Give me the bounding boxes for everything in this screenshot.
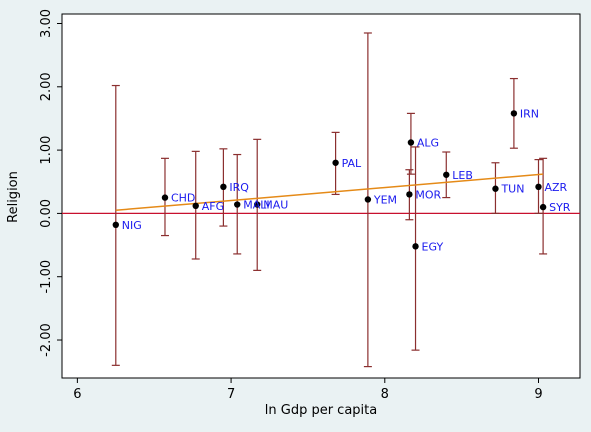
data-point bbox=[220, 183, 227, 191]
data-point bbox=[192, 202, 199, 210]
data-point bbox=[539, 203, 547, 211]
point-label: IRQ bbox=[229, 181, 249, 194]
point-label: LEB bbox=[452, 169, 473, 182]
point-label: MAU bbox=[263, 199, 288, 212]
point-label: TUN bbox=[500, 183, 524, 196]
x-axis-title: ln Gdp per capita bbox=[265, 403, 377, 418]
data-point bbox=[254, 201, 261, 208]
y-tick-label: -1.00 bbox=[39, 260, 54, 294]
data-point bbox=[234, 201, 241, 208]
point-label: AFG bbox=[202, 200, 224, 213]
point-label: SYR bbox=[549, 201, 571, 214]
x-tick-label: 9 bbox=[534, 387, 542, 402]
data-point bbox=[112, 221, 119, 229]
data-points bbox=[112, 110, 547, 250]
data-point bbox=[161, 194, 169, 201]
y-tick-label: 0.00 bbox=[39, 199, 54, 228]
point-label: NIG bbox=[122, 219, 142, 232]
point-label: EGY bbox=[422, 240, 444, 253]
y-tick-label: 1.00 bbox=[39, 136, 54, 165]
data-point bbox=[412, 243, 419, 250]
point-label: MALI bbox=[243, 199, 269, 212]
point-label: CHD bbox=[171, 192, 195, 205]
plot-area bbox=[61, 13, 581, 379]
point-label: MOR bbox=[415, 188, 441, 201]
y-axis: -2.00 -1.00 0.00 1.00 2.00 3.00 bbox=[39, 9, 62, 357]
data-point bbox=[535, 183, 542, 191]
data-point bbox=[407, 139, 415, 146]
point-label: IRN bbox=[520, 107, 539, 120]
x-tick-label: 8 bbox=[381, 387, 389, 402]
point-label: YEM bbox=[373, 193, 397, 206]
data-point bbox=[510, 110, 518, 117]
fit-line-group bbox=[115, 173, 544, 211]
y-tick-label: -2.00 bbox=[39, 323, 54, 357]
y-axis-title: Religion bbox=[6, 171, 21, 223]
x-axis: 6 7 8 9 bbox=[73, 378, 543, 402]
data-point bbox=[492, 185, 499, 192]
point-label: ALG bbox=[417, 137, 439, 150]
fit-line bbox=[115, 173, 544, 211]
point-label: PAL bbox=[342, 157, 362, 170]
x-tick-label: 7 bbox=[227, 387, 235, 402]
data-point bbox=[406, 191, 413, 198]
data-point bbox=[332, 159, 339, 166]
data-point bbox=[364, 196, 372, 203]
y-tick-label: 2.00 bbox=[39, 72, 54, 101]
y-tick-label: 3.00 bbox=[39, 9, 54, 38]
x-tick-label: 6 bbox=[73, 387, 81, 402]
data-point bbox=[443, 171, 450, 178]
point-label: AZR bbox=[544, 181, 567, 194]
